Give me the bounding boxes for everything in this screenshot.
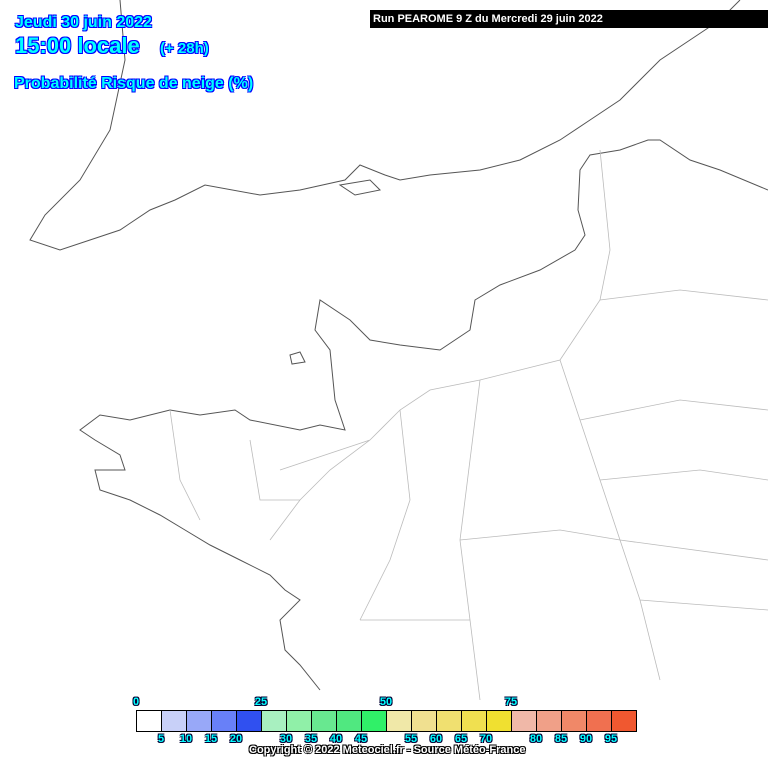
legend-label-minor: 40 [329,733,343,745]
isle-of-wight [338,179,382,196]
legend-label-minor: 70 [479,733,493,745]
legend-swatch [262,711,287,731]
legend-label-minor: 30 [279,733,293,745]
legend-swatch [287,711,312,731]
legend-swatch [537,711,562,731]
legend-label-minor: 95 [604,733,618,745]
legend-label-minor: 65 [454,733,468,745]
legend-swatch [462,711,487,731]
forecast-lead-time: (+ 28h) [160,40,209,57]
region-borders [169,149,768,701]
legend-label-major: 75 [504,696,518,708]
legend-label-minor: 20 [229,733,243,745]
legend-swatch [212,711,237,731]
legend-label-major: 25 [254,696,268,708]
legend-swatch [137,711,162,731]
parameter-title: Probabilité Risque de neige (%) [14,75,254,92]
legend-label-minor: 10 [179,733,193,745]
forecast-date: Jeudi 30 juin 2022 [15,14,152,31]
legend-swatch [587,711,612,731]
legend-swatch [512,711,537,731]
legend-label-major: 0 [132,696,140,708]
legend-label-minor: 60 [429,733,443,745]
england-coastline [29,0,741,251]
legend-swatch [337,711,362,731]
copyright-notice: Copyright © 2022 Meteociel.fr - Source M… [249,744,526,756]
legend-swatch [487,711,512,731]
legend-swatch [412,711,437,731]
legend-label-minor: 45 [354,733,368,745]
legend-swatch [162,711,187,731]
channel-island [289,351,306,365]
forecast-time: 15:00 locale [15,33,140,58]
legend-label-minor: 5 [157,733,165,745]
legend-label-minor: 90 [579,733,593,745]
legend-swatch [237,711,262,731]
legend-swatch [612,711,636,731]
legend-label-minor: 85 [554,733,568,745]
color-scale-legend [136,710,637,732]
legend-swatch [187,711,212,731]
legend-swatch [437,711,462,731]
legend-label-minor: 35 [304,733,318,745]
legend-swatch [362,711,387,731]
legend-label-minor: 80 [529,733,543,745]
legend-swatch [562,711,587,731]
legend-label-major: 50 [379,696,393,708]
legend-label-minor: 55 [404,733,418,745]
legend-swatch [387,711,412,731]
run-info-banner: Run PEAROME 9 Z du Mercredi 29 juin 2022 [370,10,768,28]
legend-label-minor: 15 [204,733,218,745]
france-coastline [79,139,768,691]
legend-swatch [312,711,337,731]
